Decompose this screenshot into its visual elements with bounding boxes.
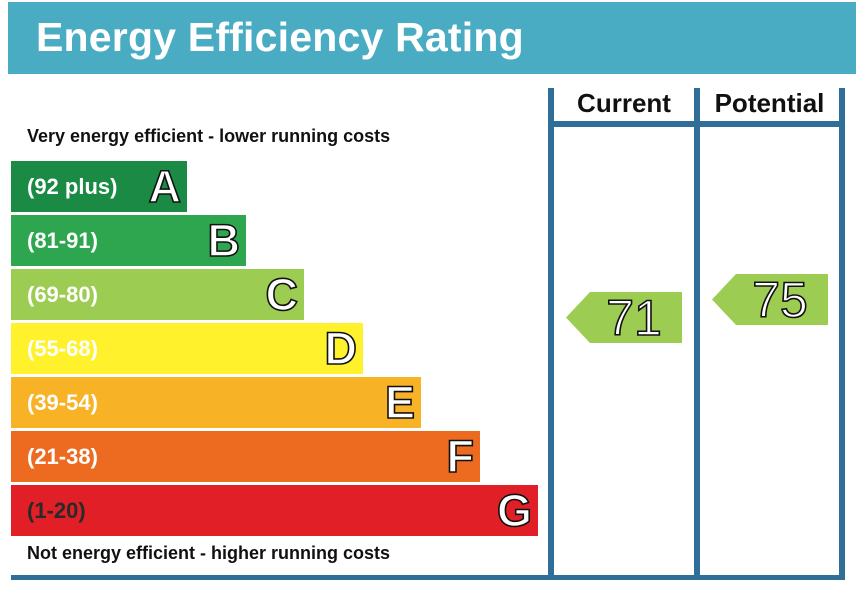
band-b: (81-91) B	[11, 215, 246, 266]
frame-left-line	[548, 88, 554, 578]
page-title: Energy Efficiency Rating	[36, 14, 524, 60]
band-c: (69-80) C	[11, 269, 304, 320]
band-d: (55-68) D	[11, 323, 363, 374]
band-c-range: (69-80)	[27, 282, 98, 307]
bottom-caption: Not energy efficient - higher running co…	[27, 543, 391, 563]
band-d-letter: D	[324, 323, 358, 374]
potential-arrow-shape	[712, 274, 828, 325]
band-g-letter: G	[496, 485, 533, 536]
top-caption: Very energy efficient - lower running co…	[27, 126, 391, 146]
band-b-range: (81-91)	[27, 228, 98, 253]
current-rating-arrow: 71	[566, 289, 682, 347]
current-arrow-shape	[566, 292, 682, 343]
band-e: (39-54) E	[11, 377, 421, 428]
potential-column-header: Potential	[714, 88, 825, 118]
band-a: (92 plus) A	[11, 161, 187, 212]
frame-middle-line	[694, 88, 700, 578]
band-d-range: (55-68)	[27, 336, 98, 361]
band-a-range: (92 plus)	[27, 174, 118, 199]
current-rating-value: 71	[605, 289, 662, 347]
frame-header-divider	[548, 121, 845, 127]
band-f-range: (21-38)	[27, 444, 98, 469]
potential-rating-arrow: 75	[712, 271, 828, 329]
band-c-letter: C	[265, 269, 299, 320]
band-f-letter: F	[446, 431, 475, 482]
potential-rating-value: 75	[751, 271, 808, 329]
frame-right-line	[839, 88, 845, 578]
band-b-letter: B	[207, 215, 241, 266]
header-bar: Energy Efficiency Rating	[8, 2, 856, 74]
frame-bottom-line	[11, 575, 845, 580]
band-f: (21-38) F	[11, 431, 480, 482]
band-e-letter: E	[384, 377, 416, 428]
band-e-range: (39-54)	[27, 390, 98, 415]
band-g: (1-20) G	[11, 485, 538, 536]
band-a-letter: A	[148, 161, 182, 212]
current-column-header: Current	[577, 88, 671, 118]
band-g-range: (1-20)	[27, 498, 86, 523]
